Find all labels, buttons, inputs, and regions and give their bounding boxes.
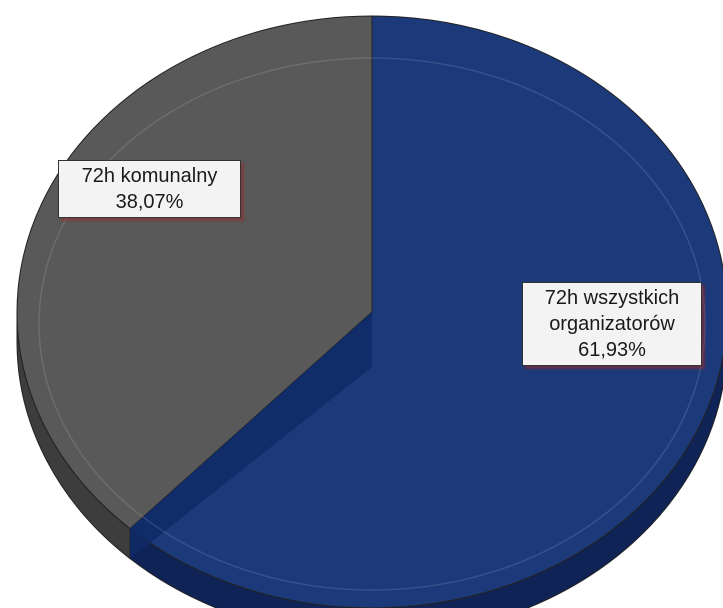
- pie-inner-shade: [38, 57, 706, 591]
- pie-slice-0: [129, 15, 723, 608]
- pie-highlight-ring: [38, 57, 706, 591]
- data-label-wszystkich: 72h wszystkich organizatorów 61,93%: [522, 282, 702, 366]
- pie-inner-wedge: [130, 312, 372, 559]
- data-label-komunalny-name: 72h komunalny: [81, 165, 218, 187]
- data-label-wszystkich-name-line2: organizatorów: [549, 313, 675, 335]
- data-label-wszystkich-value: 61,93%: [578, 339, 646, 361]
- data-label-komunalny-value: 38,07%: [115, 191, 184, 213]
- pie-slices: [16, 15, 723, 608]
- data-label-komunalny: 72h komunalny 38,07%: [58, 160, 241, 218]
- data-label-wszystkich-name-line1: 72h wszystkich: [544, 287, 680, 309]
- pie-slice-1: [16, 15, 373, 530]
